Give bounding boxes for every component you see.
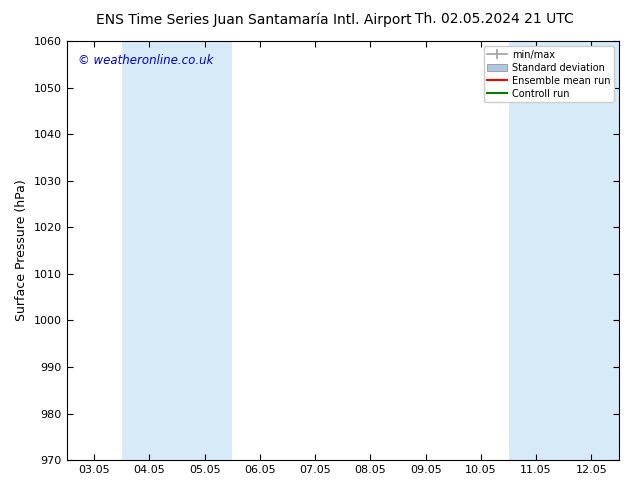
Bar [177, 41, 232, 460]
Text: © weatheronline.co.uk: © weatheronline.co.uk [77, 53, 213, 67]
Bar [122, 41, 177, 460]
Bar [564, 41, 592, 460]
Legend: min/max, Standard deviation, Ensemble mean run, Controll run: min/max, Standard deviation, Ensemble me… [484, 46, 614, 102]
Text: ENS Time Series Juan Santamaría Intl. Airport: ENS Time Series Juan Santamaría Intl. Ai… [96, 12, 411, 27]
Bar [592, 41, 619, 460]
Y-axis label: Surface Pressure (hPa): Surface Pressure (hPa) [15, 180, 28, 321]
Text: Th. 02.05.2024 21 UTC: Th. 02.05.2024 21 UTC [415, 12, 574, 26]
Bar [508, 41, 564, 460]
